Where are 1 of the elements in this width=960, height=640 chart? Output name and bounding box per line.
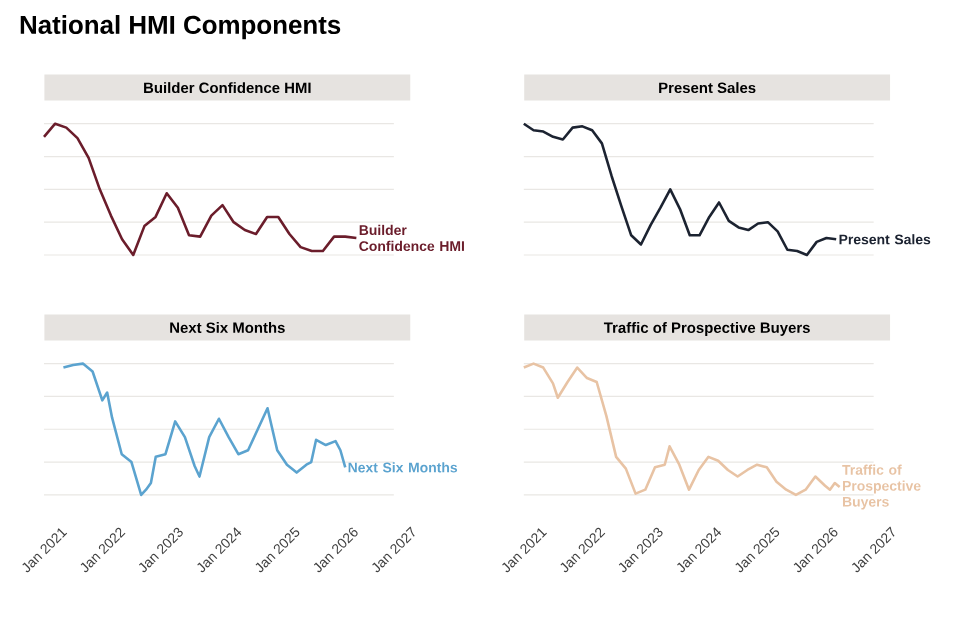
text: National HMI Components [20, 15, 341, 40]
